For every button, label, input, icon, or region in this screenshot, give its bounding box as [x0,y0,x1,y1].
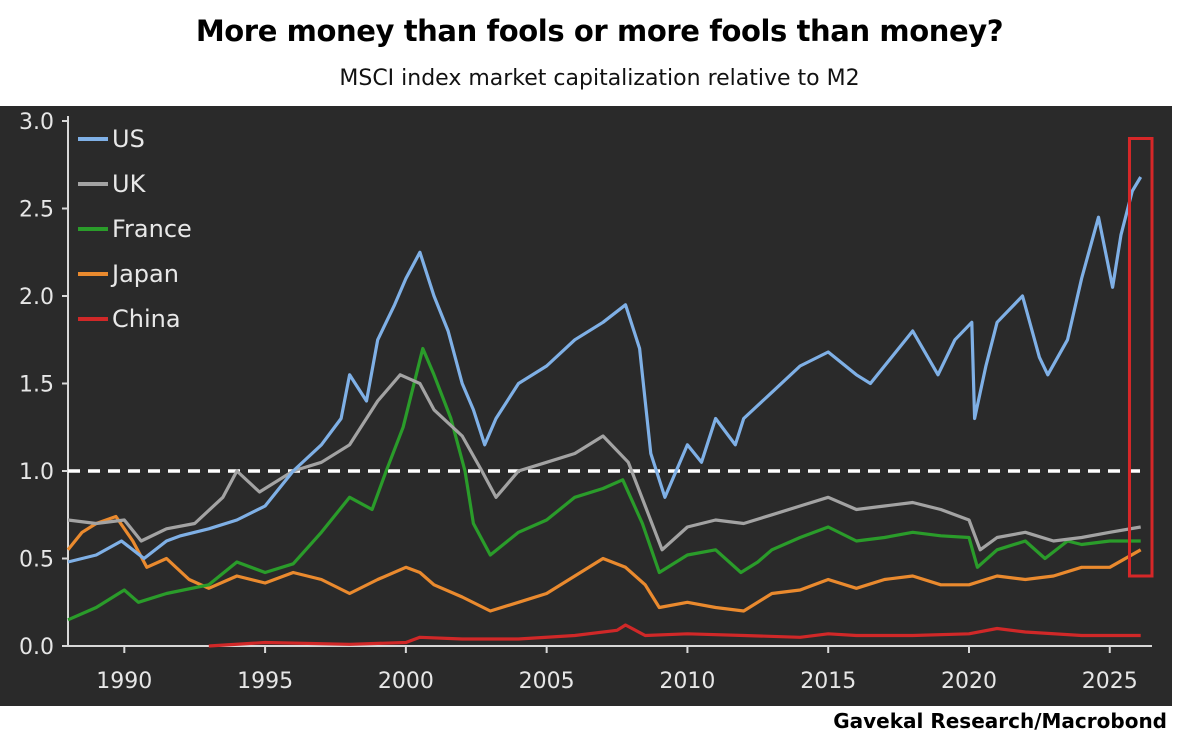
chart-subtitle: MSCI index market capitalization relativ… [339,66,860,91]
x-tick-label: 1995 [237,669,293,694]
x-tick-label: 1990 [96,669,152,694]
y-tick-label: 1.5 [19,373,54,398]
x-tick-label: 2015 [800,669,856,694]
x-tick-label: 2020 [941,669,997,694]
series-line-france [67,346,1141,622]
x-tick-label: 2005 [519,669,575,694]
series-line-uk [67,373,1141,552]
series-line-japan [66,514,1142,613]
line-chart: 0.0 0.5 1.0 1.5 2.0 2.5 3.0 1990 1995 2000 2005 201… [19,110,1154,694]
y-tick-label: 2.0 [19,285,54,310]
legend-label-uk: UK [112,170,147,198]
series-line-china [208,623,1141,648]
legend-label-france: France [112,215,192,243]
series-line-us [67,176,1143,564]
y-tick-label: 0.0 [19,635,54,660]
x-tick-label: 2025 [1082,669,1138,694]
chart-panel: 0.0 0.5 1.0 1.5 2.0 2.5 3.0 1990 1995 2000 2005 201… [0,106,1172,706]
y-tick-label: 1.0 [19,460,54,485]
legend-label-japan: Japan [110,260,179,288]
y-tick-label: 2.5 [19,198,54,223]
x-tick-label: 2010 [659,669,715,694]
legend-label-us: US [112,125,145,153]
source-credit: Gavekal Research/Macrobond [833,709,1167,733]
chart-title: More money than fools or more fools than… [195,14,1004,48]
y-tick-label: 3.0 [19,110,54,135]
legend-label-china: China [112,305,181,333]
highlight-box [1127,137,1154,578]
x-tick-label: 2000 [378,669,434,694]
y-tick-label: 0.5 [19,548,54,573]
